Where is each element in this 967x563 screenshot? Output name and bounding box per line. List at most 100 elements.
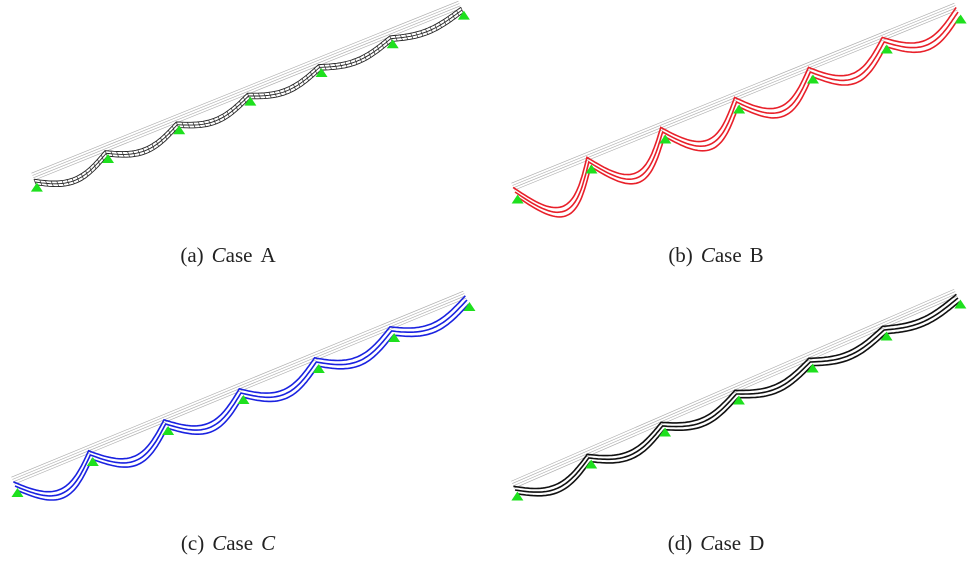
mesh-line <box>439 22 442 28</box>
caption-id: A <box>260 243 276 267</box>
mesh-line <box>147 146 151 153</box>
mesh-line <box>310 71 313 78</box>
undeformed-line <box>32 3 460 176</box>
mesh-line <box>76 176 80 182</box>
mesh-line <box>39 179 43 186</box>
caption-id: B <box>749 243 764 267</box>
mesh-line <box>410 33 414 39</box>
deformed-shape <box>514 297 959 493</box>
mesh-line <box>394 35 398 42</box>
mesh-line <box>116 151 120 158</box>
mesh-line <box>164 133 168 140</box>
support <box>659 427 672 437</box>
mesh-line <box>181 122 185 128</box>
support <box>511 491 524 501</box>
support <box>102 153 115 163</box>
mesh-line <box>460 7 464 13</box>
undeformed-line <box>33 5 461 179</box>
deformed-shape <box>14 299 468 497</box>
mesh-line <box>203 121 207 127</box>
mesh-line <box>66 179 70 186</box>
support <box>11 488 24 498</box>
mesh-line <box>33 179 37 185</box>
support <box>86 457 99 467</box>
mesh-line <box>263 92 267 99</box>
support <box>732 395 745 405</box>
mesh-line <box>45 180 49 187</box>
mesh-line <box>301 78 305 85</box>
caption: (b) Case B <box>566 243 866 268</box>
mesh-line <box>323 64 327 71</box>
mesh-line <box>258 93 261 99</box>
mesh-line <box>359 56 363 63</box>
mesh-line <box>252 93 256 99</box>
mesh-line <box>278 90 282 96</box>
mesh-line <box>443 19 447 26</box>
mesh-line <box>283 88 287 95</box>
caption: (c) Case C <box>78 531 378 556</box>
mesh-line <box>168 129 172 136</box>
caption-id: D <box>749 531 765 555</box>
mesh-line <box>349 60 353 67</box>
mesh-line <box>376 45 380 52</box>
support <box>806 363 819 373</box>
mesh-line <box>329 63 332 70</box>
caption: (d) Case D <box>566 531 866 556</box>
support <box>954 299 967 309</box>
mesh-line <box>415 31 419 38</box>
mesh-line <box>372 48 376 55</box>
deformed-shape <box>513 293 957 490</box>
mesh-line <box>50 180 54 187</box>
mesh-line <box>381 42 384 49</box>
support <box>880 331 893 341</box>
undeformed-line <box>14 297 467 485</box>
undeformed-line <box>511 289 955 482</box>
mesh-line <box>137 149 141 156</box>
mesh-line <box>389 35 393 42</box>
mesh-line <box>354 58 358 65</box>
mesh-line <box>456 10 460 17</box>
mesh-line <box>243 96 246 103</box>
deformed-shape <box>12 295 466 493</box>
mesh-line <box>293 84 296 90</box>
mesh-line <box>127 151 131 158</box>
mesh-line <box>420 30 424 37</box>
support <box>388 333 401 343</box>
undeformed-line <box>12 293 465 480</box>
mesh-line <box>197 121 201 128</box>
caption-word: Case <box>700 531 742 555</box>
mesh-line <box>405 34 409 40</box>
mesh-line <box>226 111 230 117</box>
support <box>315 67 328 77</box>
mesh-line <box>273 91 277 98</box>
mesh-line <box>80 173 84 180</box>
caption-word: Case <box>212 531 254 555</box>
mesh-line <box>247 93 250 99</box>
support <box>463 302 476 312</box>
mesh-line <box>89 167 93 173</box>
support <box>173 125 186 135</box>
mesh-line <box>318 64 322 71</box>
mesh-line <box>235 104 238 111</box>
mesh-line <box>85 170 89 177</box>
support <box>457 10 470 20</box>
mesh-line <box>368 51 372 58</box>
mesh-line <box>175 121 179 128</box>
mesh-line <box>71 178 75 184</box>
caption: (a) Case A <box>78 243 378 268</box>
undeformed-line <box>514 9 958 191</box>
mesh-line <box>425 28 429 35</box>
undeformed-line <box>31 0 459 174</box>
support <box>237 395 250 405</box>
support <box>312 364 325 374</box>
undeformed-line <box>512 5 956 186</box>
deformed-shape <box>512 6 957 209</box>
mesh-line <box>363 54 367 61</box>
mesh-line <box>208 119 212 126</box>
mesh-line <box>230 107 234 114</box>
caption-label: (c) <box>180 531 205 555</box>
support <box>880 44 893 54</box>
mesh-line <box>56 180 60 187</box>
support <box>30 182 43 192</box>
